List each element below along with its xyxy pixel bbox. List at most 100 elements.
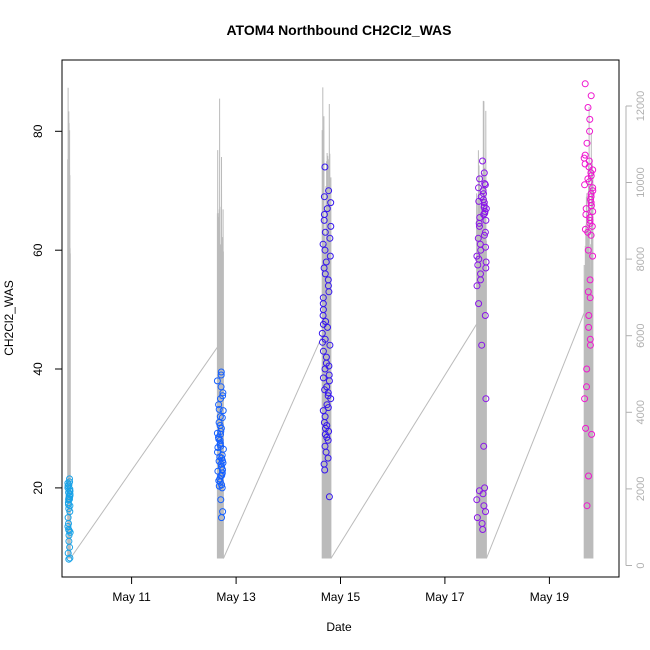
data-point (66, 495, 73, 503)
data-point (217, 383, 225, 391)
data-point (219, 508, 227, 516)
data-point (473, 282, 481, 290)
data-point (473, 514, 481, 522)
data-point (64, 479, 72, 487)
data-point (215, 405, 223, 413)
data-point (216, 422, 224, 429)
data-point (65, 501, 72, 508)
data-point (319, 240, 327, 248)
data-point (320, 193, 328, 201)
altitude-profile-5 (583, 106, 594, 559)
data-point (66, 475, 73, 483)
data-point (482, 243, 489, 251)
data-point (588, 430, 596, 438)
data-point (214, 467, 222, 475)
data-point (587, 92, 595, 100)
data-point (218, 471, 226, 479)
data-point (325, 493, 333, 501)
data-point (581, 225, 589, 233)
altitude-profile-2 (216, 98, 224, 559)
data-point (476, 240, 484, 248)
data-point (589, 208, 597, 215)
y2-tick-label: 8000 (635, 247, 647, 271)
data-point (585, 178, 593, 186)
altitude-profile-4 (476, 100, 487, 559)
data-point (319, 407, 327, 415)
transit-line-4 (485, 312, 585, 559)
data-point (217, 371, 225, 379)
data-point (475, 184, 482, 192)
data-point (213, 377, 221, 385)
data-point (217, 496, 225, 504)
data-point (476, 175, 484, 183)
data-point (325, 362, 333, 370)
data-point (481, 312, 489, 319)
data-point (581, 80, 589, 88)
data-point (324, 392, 332, 400)
data-point (478, 341, 486, 349)
data-point (66, 554, 74, 562)
data-point (589, 252, 597, 260)
x-tick-label: May 17 (425, 590, 465, 604)
altitude-profile-1 (67, 87, 71, 559)
data-point (475, 255, 483, 263)
y2-tick-label: 4000 (635, 400, 647, 424)
data-point (326, 252, 334, 260)
data-point (319, 320, 327, 328)
data-point (587, 231, 595, 239)
y-axis: 20 40 60 80 (31, 124, 62, 495)
data-point (482, 395, 490, 403)
x-tick-label: May 15 (321, 590, 361, 604)
data-point (327, 222, 335, 230)
data-point (65, 527, 73, 535)
y2-tick-label: 6000 (635, 323, 647, 347)
data-point (586, 276, 594, 284)
data-point (477, 270, 484, 278)
y2-tick-label: 2000 (635, 477, 647, 501)
data-point (320, 211, 328, 218)
data-point (324, 404, 332, 412)
data-points (64, 80, 597, 563)
data-point (583, 502, 591, 510)
data-point (474, 234, 482, 242)
data-point (65, 492, 73, 500)
data-point (219, 407, 227, 415)
data-point (475, 197, 483, 205)
data-point (585, 312, 593, 319)
data-point (481, 228, 489, 236)
x-axis: May 11 May 13 May 15 May 17 May 19 (112, 577, 569, 604)
x-axis-label: Date (326, 620, 352, 634)
data-point (327, 199, 335, 207)
y2-tick-label: 0 (635, 562, 647, 568)
data-point (321, 163, 329, 171)
data-point (586, 216, 594, 224)
data-point (479, 157, 486, 165)
data-point (320, 264, 328, 272)
data-point (319, 294, 327, 302)
data-point (582, 424, 590, 432)
data-point (321, 466, 329, 474)
data-point (586, 115, 594, 123)
data-point (322, 258, 330, 266)
data-point (319, 338, 326, 346)
data-point (586, 294, 594, 302)
plot-frame (61, 59, 620, 578)
data-point (475, 300, 483, 308)
data-point (65, 505, 73, 513)
y2-tick-label: 10000 (635, 167, 647, 198)
data-point (584, 246, 592, 254)
data-point (481, 180, 489, 188)
data-point (319, 374, 327, 382)
data-point (583, 383, 590, 391)
transit-line-2 (222, 335, 323, 559)
data-point (326, 341, 334, 349)
data-point (65, 555, 73, 563)
transit-line-3 (330, 323, 478, 559)
data-point (325, 187, 333, 195)
x-tick-label: May 11 (112, 590, 151, 604)
data-point (213, 429, 221, 437)
data-point (324, 454, 332, 462)
data-point (586, 127, 594, 135)
data-point (585, 472, 592, 480)
